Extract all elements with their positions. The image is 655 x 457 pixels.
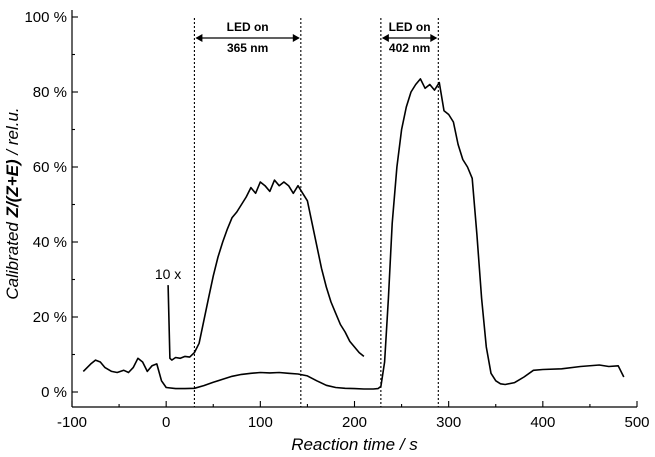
x-tick-label: 200 [342,414,367,431]
series-line-2 [167,179,365,361]
series-group [82,78,625,390]
x-tick-label: 300 [436,414,461,431]
x-axis-title: Reaction time / s [291,435,418,454]
x-tick-label: 400 [530,414,555,431]
y-tick-label: 40 % [33,234,67,251]
y-tick-label: 100 % [24,9,67,26]
y-axis-title-suffix: / rel.u. [3,107,22,159]
y-axis-title-prefix: Calibrated [3,217,22,299]
y-axis-title-bold: Z/(Z+E) [3,159,22,218]
y-tick-label: 20 % [33,309,67,326]
led1-arrowhead-right [292,34,300,42]
led2-wavelength: 402 nm [389,41,430,55]
x-tick-label: 500 [624,414,649,431]
led2-arrowhead-left [381,34,389,42]
y-axis-title: Calibrated Z/(Z+E) / rel.u. [3,107,22,299]
led-markers [193,18,439,407]
x-tick-label: 100 [248,414,273,431]
y-ticks: 0 % 20 % 40 % 60 % 80 % 100 % [24,9,78,401]
x-ticks: -100 0 100 200 300 400 500 [57,401,650,431]
led2-arrowhead-right [430,34,438,42]
y-tick-label: 60 % [33,159,67,176]
x-tick-label: 0 [162,414,170,431]
x-tick-label: -100 [57,414,87,431]
led2-label: LED on [389,20,431,34]
led1-arrowhead-left [195,34,203,42]
led1-wavelength: 365 nm [227,41,268,55]
led1-label: LED on [227,20,269,34]
scale-factor-label: 10 x [155,266,181,282]
y-tick-label: 80 % [33,84,67,101]
series-line-1 [82,78,625,390]
y-tick-label: 0 % [41,384,67,401]
